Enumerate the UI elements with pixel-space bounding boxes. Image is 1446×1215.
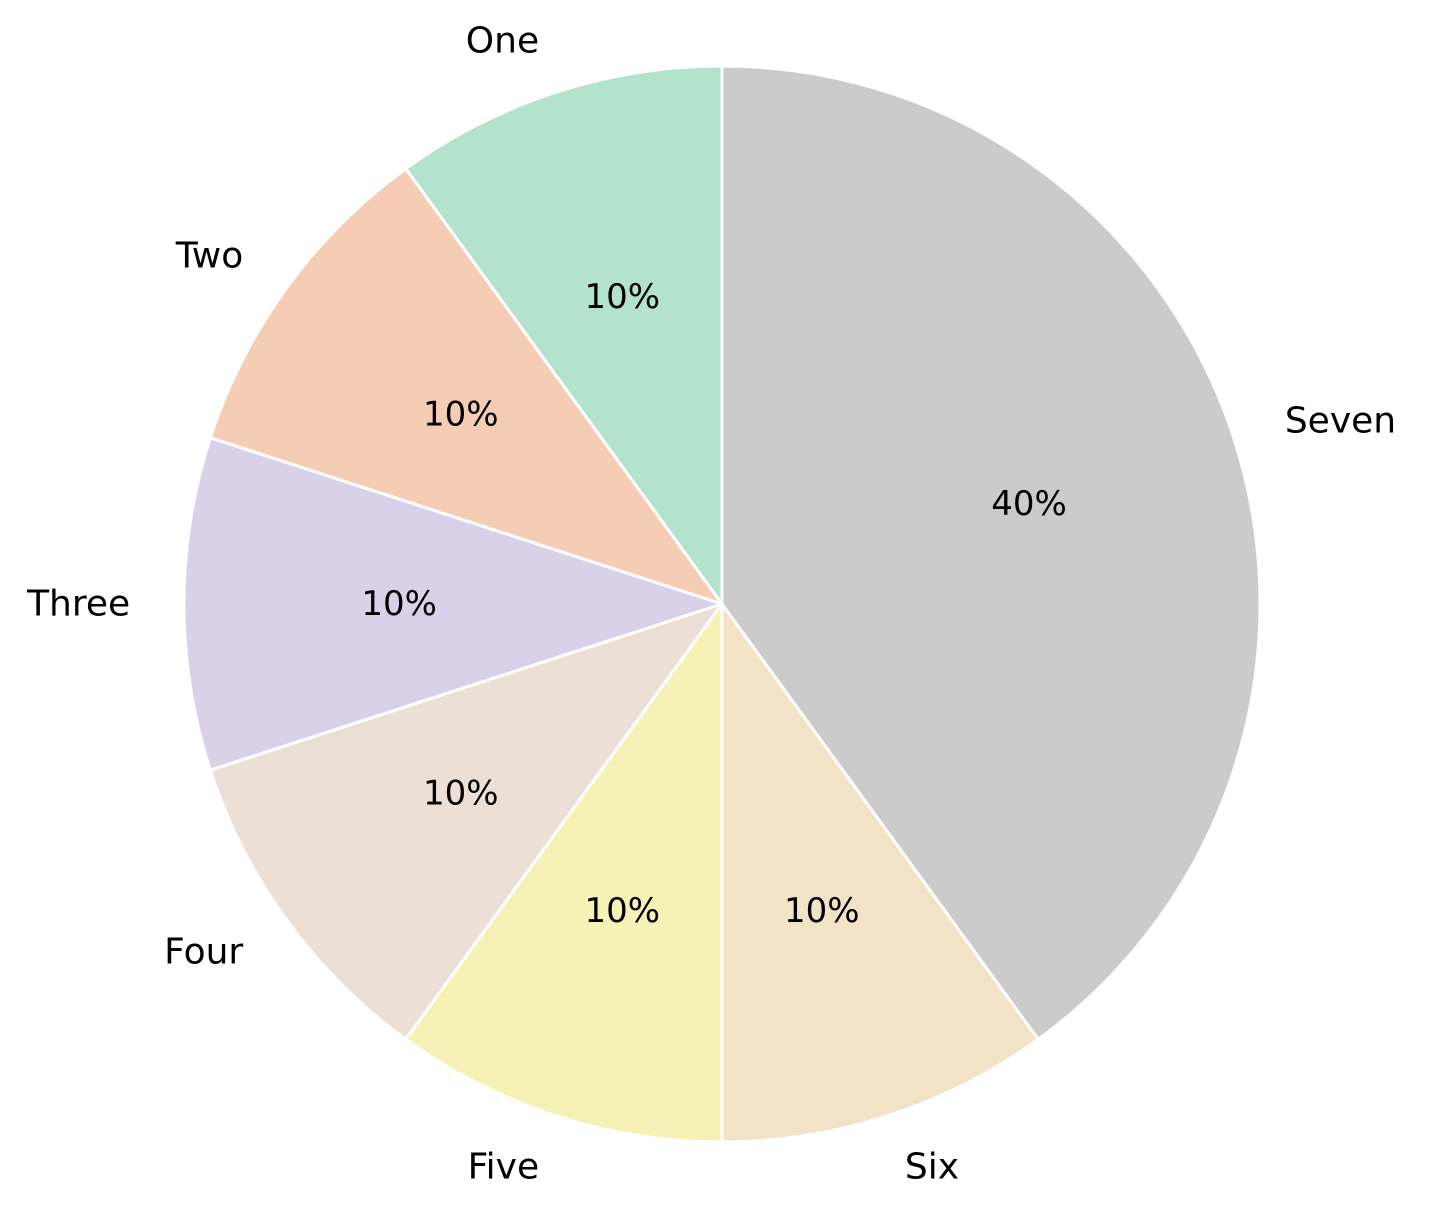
pie-slice-four [208,602,724,1041]
pct-label-six: 10% [784,891,860,931]
category-label-six: Six [905,1146,959,1187]
pct-label-one: 10% [584,277,660,317]
pie-slice-three [182,436,724,772]
category-label-five: Five [468,1146,540,1187]
pct-label-four: 10% [423,774,499,814]
category-label-seven: Seven [1285,401,1396,442]
category-label-one: One [466,21,539,62]
pie-slice-two [208,167,724,606]
category-labels: One Two Three Four Five Six Seven [26,21,1396,1188]
pie-slice-five [404,602,724,1144]
pct-label-seven: 40% [991,484,1067,524]
pct-label-two: 10% [423,394,499,434]
category-label-four: Four [164,931,243,972]
percentage-labels: 10% 10% 10% 10% 10% 10% 40% [361,277,1066,931]
pie-slice-one [404,64,724,606]
category-label-two: Two [175,236,244,277]
pie-slice-six [720,602,1040,1144]
pct-label-three: 10% [361,584,437,624]
pie-slices [182,64,1262,1144]
category-label-three: Three [26,584,130,625]
pie-slice-seven [720,64,1262,1041]
pct-label-five: 10% [584,891,660,931]
